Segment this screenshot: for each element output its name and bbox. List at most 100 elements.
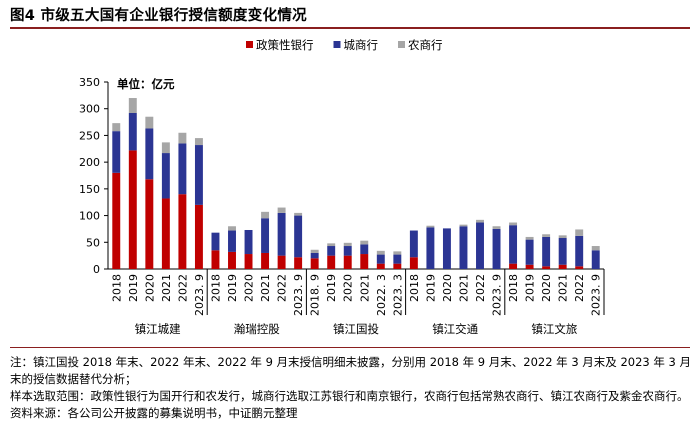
bar-segment	[244, 229, 253, 255]
bar-segment	[277, 255, 286, 269]
x-tick-label: 2021	[358, 274, 371, 302]
bar-segment	[261, 218, 270, 253]
bar-segment	[575, 235, 584, 267]
bar-segment	[128, 98, 137, 113]
legend-swatch	[246, 41, 253, 48]
bar-segment	[244, 254, 253, 269]
bar-segment	[492, 226, 501, 229]
bar-segment	[459, 226, 468, 269]
bar-segment	[409, 257, 418, 269]
bar-segment	[542, 236, 551, 267]
x-tick-label: 2022. 3	[375, 274, 388, 316]
bar-segment	[525, 264, 534, 269]
x-tick-label: 2018	[507, 274, 520, 302]
bar-segment	[112, 123, 121, 132]
x-tick-label: 2023. 9	[292, 274, 305, 316]
bar-segment	[178, 143, 187, 195]
bar-segment	[376, 254, 385, 264]
x-tick-label: 2023. 9	[590, 274, 603, 316]
bar-segment	[128, 112, 137, 151]
bar-segment	[542, 266, 551, 269]
bar-segment	[178, 194, 187, 269]
x-tick-label: 2022	[176, 274, 189, 302]
y-tick-label: 200	[79, 156, 100, 169]
group-label: 瀚瑞控股	[234, 322, 280, 336]
bar-segment	[327, 246, 336, 256]
x-tick-label: 2018	[110, 274, 123, 302]
legend-label: 城商行	[344, 38, 379, 52]
x-tick-label: 2019	[424, 274, 437, 302]
group-label: 镇江文旅	[531, 322, 577, 336]
bar-segment	[112, 172, 121, 269]
bar-segment	[310, 252, 319, 259]
x-tick-label: 2023. 9	[491, 274, 504, 316]
x-tick-label: 2022	[474, 274, 487, 302]
group-label: 镇江交通	[432, 322, 478, 336]
bar-segment	[194, 145, 203, 205]
bar-segment	[476, 222, 484, 269]
bar-segment	[542, 234, 551, 237]
figure-notes: 注：镇江国投 2018 年末、2022 年末、2022 年 9 月末授信明细未披…	[10, 354, 694, 422]
bar-segment	[575, 266, 584, 269]
y-tick-label: 300	[79, 103, 100, 116]
bar-segment	[426, 227, 435, 269]
x-tick-label: 2019	[524, 274, 537, 302]
y-tick-label: 350	[79, 76, 100, 89]
group-label: 镇江国投	[333, 322, 379, 336]
x-tick-label: 2021	[160, 274, 173, 302]
bar-segment	[211, 250, 220, 269]
bar-segment	[294, 212, 303, 216]
bar-segment	[228, 226, 236, 231]
bar-segment	[277, 207, 286, 213]
x-tick-label: 2023. 9	[193, 274, 206, 316]
legend-swatch	[333, 41, 341, 48]
x-tick-label: 2021	[557, 274, 570, 302]
x-tick-label: 2020	[143, 274, 156, 302]
x-tick-label: 2020	[441, 274, 454, 302]
bar-segment	[476, 219, 484, 223]
sample-scope-line: 样本选取范围：政策性银行为国开行和农发行，城商行选取江苏银行和南京银行，农商行包…	[10, 389, 689, 403]
bar-segment	[161, 198, 170, 269]
figure-title: 图4 市级五大国有企业银行授信额度变化情况	[10, 8, 307, 24]
x-tick-label: 2022	[276, 274, 289, 302]
bar-segment	[327, 243, 336, 247]
bar-segment	[310, 258, 319, 269]
x-tick-label: 2022	[573, 274, 586, 302]
y-tick-label: 150	[79, 183, 100, 196]
bar-segment	[442, 228, 451, 269]
bar-segment	[228, 251, 236, 269]
chart-bottom-rule	[10, 347, 690, 348]
y-tick-label: 50	[86, 236, 100, 249]
unit-label: 单位：亿元	[117, 77, 175, 91]
bar-segment	[558, 235, 567, 239]
bar-segment	[360, 254, 369, 269]
x-tick-label: 2020	[540, 274, 553, 302]
bar-segment	[393, 263, 402, 269]
x-tick-label: 2019	[127, 274, 140, 302]
bar-segment	[310, 249, 319, 253]
bar-segment	[178, 132, 187, 144]
source-line: 资料来源：各公司公开披露的募集说明书，中证鹏元整理	[10, 406, 298, 420]
x-tick-label: 2018. 9	[309, 274, 322, 316]
x-tick-label: 2018	[408, 274, 421, 302]
y-tick-label: 100	[79, 210, 100, 223]
bar-segment	[360, 240, 369, 245]
bar-segment	[393, 254, 402, 264]
bar-segment	[558, 264, 567, 269]
x-tick-label: 2018	[209, 274, 222, 302]
legend-swatch	[398, 41, 405, 48]
bar-segment	[294, 257, 303, 269]
legend-label: 政策性银行	[256, 38, 314, 52]
y-tick-label: 0	[93, 263, 100, 276]
x-tick-label: 2021	[457, 274, 470, 302]
bar-segment	[145, 179, 154, 269]
bar-segment	[525, 239, 534, 265]
y-tick-label: 250	[79, 129, 100, 142]
bar-segment	[509, 263, 518, 269]
bar-segment	[575, 229, 584, 236]
bar-segment	[426, 225, 435, 228]
bar-segment	[459, 224, 468, 227]
bar-segment	[509, 222, 518, 226]
bar-segment	[360, 244, 369, 255]
bar-segment	[409, 230, 418, 258]
